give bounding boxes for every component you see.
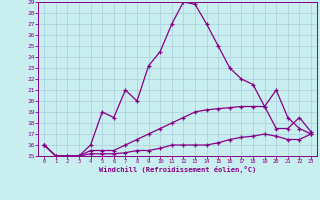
X-axis label: Windchill (Refroidissement éolien,°C): Windchill (Refroidissement éolien,°C)	[99, 166, 256, 173]
